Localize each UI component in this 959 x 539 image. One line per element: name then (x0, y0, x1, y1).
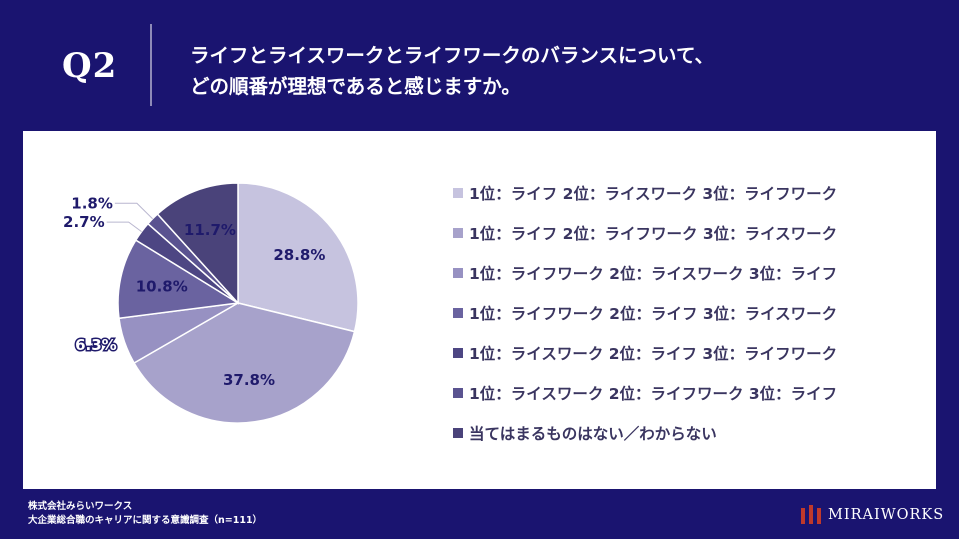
footer-source: 株式会社みらいワークス 大企業総合職のキャリアに関する意識調査（n=111） (28, 500, 262, 528)
brand-logo: MIRAIWORKS (800, 504, 944, 526)
slice-label-1: 28.8% (273, 246, 325, 264)
legend-swatch-2 (453, 228, 463, 238)
leader-line-6 (114, 202, 153, 220)
slice-label-5: 2.7% (63, 213, 105, 231)
legend-label-7: 当てはまるものはない／わからない (469, 425, 717, 443)
legend-label-5: 1位：ライスワーク 2位：ライフ 3位：ライフワーク (469, 345, 838, 363)
legend-label-4: 1位：ライフワーク 2位：ライフ 3位：ライスワーク (469, 305, 838, 323)
legend-swatch-4 (453, 308, 463, 318)
legend-swatch-1 (453, 188, 463, 198)
legend-label-1: 1位：ライフ 2位：ライスワーク 3位：ライフワーク (469, 185, 838, 203)
question-line-2: どの順番が理想であると感じますか。 (190, 75, 521, 98)
legend-item-4: 1位：ライフワーク 2位：ライフ 3位：ライスワーク (453, 293, 923, 333)
legend-label-6: 1位：ライスワーク 2位：ライフワーク 3位：ライフ (469, 385, 838, 403)
slice-label-3: 6.3% (75, 336, 117, 354)
pie-slice-4 (117, 239, 241, 320)
chart-panel: 28.8% 37.8% 6.3% 10.8% 2.7% 1.8% 11.7% 1位：ライフ … (23, 131, 936, 489)
legend-label-2: 1位：ライフ 2位：ライフワーク 3位：ライスワーク (469, 225, 838, 243)
footer-company: 株式会社みらいワークス (28, 501, 133, 512)
pie-slice-7 (156, 182, 239, 305)
legend-item-3: 1位：ライフワーク 2位：ライスワーク 3位：ライフ (453, 253, 923, 293)
chart-legend: 1位：ライフ 2位：ライスワーク 3位：ライフワーク 1位：ライフ 2位：ライフワ… (453, 173, 923, 453)
mirai-works-logo-icon (801, 505, 821, 524)
legend-swatch-3 (453, 268, 463, 278)
header-divider (150, 24, 152, 106)
legend-swatch-5 (453, 348, 463, 358)
question-number: Q2 (62, 46, 118, 86)
legend-swatch-6 (453, 388, 463, 398)
question-text: ライフとライスワークとライフワークのバランスについて、 どの順番が理想であると感… (190, 40, 930, 102)
legend-item-2: 1位：ライフ 2位：ライフワーク 3位：ライスワーク (453, 213, 923, 253)
legend-item-5: 1位：ライスワーク 2位：ライフ 3位：ライフワーク (453, 333, 923, 373)
pie-slice-1 (237, 182, 359, 333)
pie-chart: 28.8% 37.8% 6.3% 10.8% 2.7%1.8% 11.7% (63, 182, 359, 424)
leader-line-5 (106, 221, 142, 233)
legend-label-3: 1位：ライフワーク 2位：ライスワーク 3位：ライフ (469, 265, 838, 283)
slice-label-4: 10.8% (136, 278, 188, 296)
footer-survey: 大企業総合職のキャリアに関する意識調査（n=111） (28, 515, 263, 526)
slice-label-2: 37.8% (223, 371, 275, 389)
legend-item-1: 1位：ライフ 2位：ライスワーク 3位：ライフワーク (453, 173, 923, 213)
brand-name: MIRAIWORKS (828, 507, 945, 523)
legend-item-7: 当てはまるものはない／わからない (453, 413, 923, 453)
slice-label-7: 11.7% (184, 221, 236, 239)
slice-label-6: 1.8% (71, 194, 113, 212)
legend-swatch-7 (453, 428, 463, 438)
pie-slice-2 (133, 302, 356, 424)
legend-item-6: 1位：ライスワーク 2位：ライフワーク 3位：ライフ (453, 373, 923, 413)
header: Q2 ライフとライスワークとライフワークのバランスについて、 どの順番が理想であ… (0, 0, 959, 130)
question-line-1: ライフとライスワークとライフワークのバランスについて、 (190, 44, 714, 67)
